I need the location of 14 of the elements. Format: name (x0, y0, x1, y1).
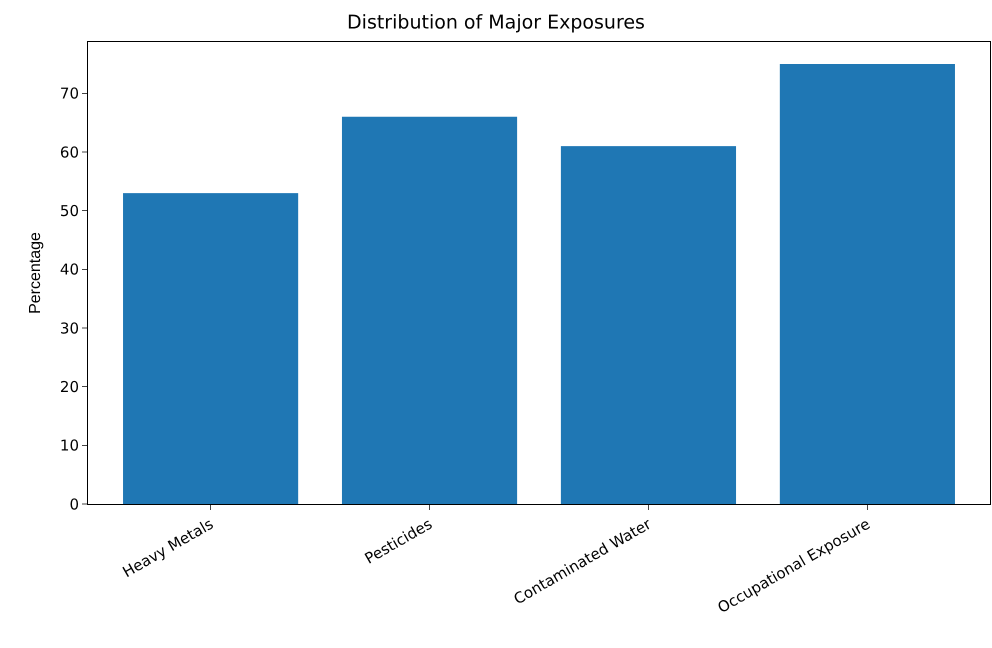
y-tick-label: 0 (69, 495, 79, 514)
bar (780, 64, 955, 504)
bar (560, 146, 736, 504)
y-tick-label: 60 (60, 143, 79, 162)
bar (342, 116, 518, 504)
y-tick-label: 40 (60, 260, 79, 279)
y-tick-label: 50 (60, 202, 79, 220)
y-tick-label: 30 (60, 319, 79, 338)
bar (123, 193, 298, 504)
y-tick-label: 70 (60, 84, 79, 103)
chart-title: Distribution of Major Exposures (347, 12, 645, 34)
y-axis-title: Percentage (26, 232, 44, 314)
y-tick-label: 10 (60, 436, 79, 455)
y-tick-label: 20 (60, 378, 79, 396)
